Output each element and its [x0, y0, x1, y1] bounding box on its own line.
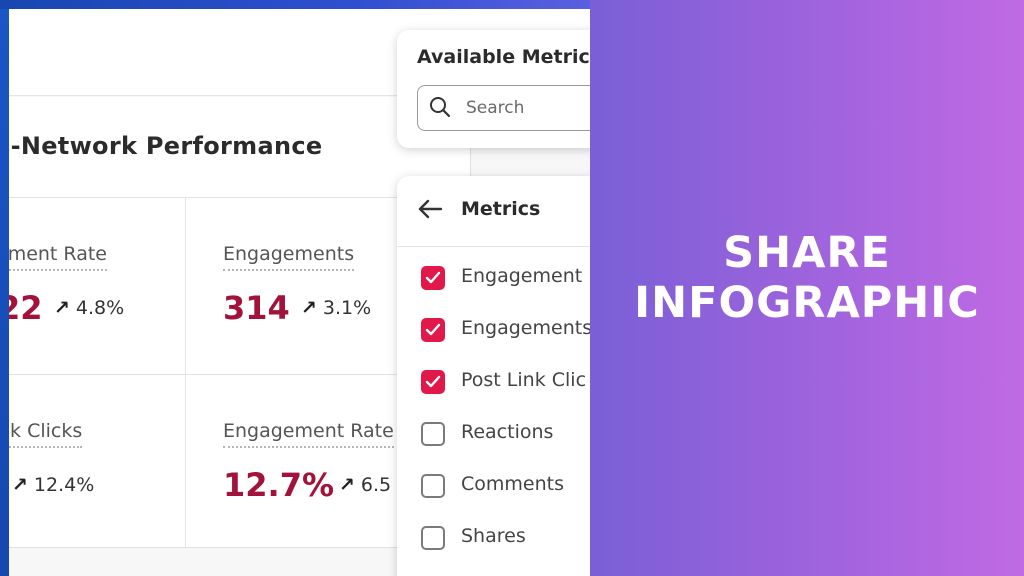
checkbox-checked[interactable] [421, 318, 445, 342]
search-box[interactable] [417, 85, 590, 131]
promo-line-1: SHARE [723, 228, 891, 278]
metric-option-label: Shares [461, 525, 526, 547]
metric-option-label: Engagements [461, 317, 590, 339]
metric-option-engagement[interactable]: Engagement [421, 265, 590, 292]
accent-strip [0, 0, 9, 576]
metric-label-engagements[interactable]: Engagements [223, 243, 355, 271]
metric-option-label: Engagement [461, 265, 583, 287]
metric-option-reactions[interactable]: Reactions [421, 421, 590, 448]
checkmark-icon [425, 271, 441, 284]
accent-strip [0, 0, 590, 9]
promo-panel: SHARE INFOGRAPHIC [590, 0, 1024, 576]
performance-card [0, 97, 471, 548]
metrics-panel: Metrics Engagement Engagements Post Link… [397, 176, 590, 576]
search-input[interactable] [464, 94, 590, 122]
metric-option-post-link-clicks[interactable]: Post Link Clic [421, 369, 590, 396]
metric-trend: ↗ 4.8% [54, 297, 124, 319]
metric-option-shares[interactable]: Shares [421, 525, 590, 552]
checkbox-unchecked[interactable] [421, 474, 445, 498]
grid-divider [0, 374, 470, 375]
checkbox-checked[interactable] [421, 370, 445, 394]
metrics-panel-header: Metrics [397, 176, 590, 247]
metric-trend: ↗ 6.5 [339, 474, 391, 496]
promo-heading: SHARE INFOGRAPHIC [590, 228, 1024, 328]
promo-line-2: INFOGRAPHIC [634, 278, 980, 328]
trend-up-icon: ↗ [301, 297, 317, 319]
trend-up-icon: ↗ [54, 297, 70, 319]
search-icon [430, 97, 451, 118]
metric-option-label: Comments [461, 473, 564, 495]
grid-divider [0, 197, 470, 198]
back-arrow-icon[interactable] [417, 198, 443, 220]
checkbox-unchecked[interactable] [421, 526, 445, 550]
metric-option-label: Post Link Clic [461, 369, 587, 391]
metric-label-engagement-rate-2[interactable]: Engagement Rate [223, 420, 394, 448]
card-title: s-Network Performance [0, 132, 323, 160]
dashboard-screenshot: s-Network Performance ement Rate 22 ↗ 4.8… [0, 0, 590, 576]
metric-value: 12.7% [223, 466, 335, 504]
checkmark-icon [425, 375, 441, 388]
trend-value: 6.5 [360, 474, 392, 496]
metric-option-comments[interactable]: Comments [421, 473, 590, 500]
available-metrics-popup: Available Metrics [397, 30, 590, 148]
checkbox-checked[interactable] [421, 266, 445, 290]
checkmark-icon [425, 323, 441, 336]
available-metrics-title: Available Metrics [417, 46, 590, 68]
dashboard-background: s-Network Performance ement Rate 22 ↗ 4.8… [0, 30, 590, 576]
metric-value: 314 [223, 289, 290, 327]
grid-divider [185, 197, 186, 547]
trend-value: 12.4% [33, 474, 95, 496]
metric-trend: ↗ 3.1% [301, 297, 371, 319]
checkbox-unchecked[interactable] [421, 422, 445, 446]
metric-label-engagement-rate[interactable]: ement Rate [0, 243, 107, 271]
metric-label-post-link-clicks[interactable]: nk Clicks [0, 420, 83, 448]
trend-up-icon: ↗ [12, 474, 28, 496]
metric-option-engagements[interactable]: Engagements [421, 317, 590, 344]
trend-value: 3.1% [322, 297, 372, 319]
trend-up-icon: ↗ [339, 474, 355, 496]
metrics-panel-title: Metrics [461, 198, 541, 220]
metric-option-label: Reactions [461, 421, 554, 443]
metric-trend: ↗ 12.4% [12, 474, 94, 496]
trend-value: 4.8% [75, 297, 125, 319]
